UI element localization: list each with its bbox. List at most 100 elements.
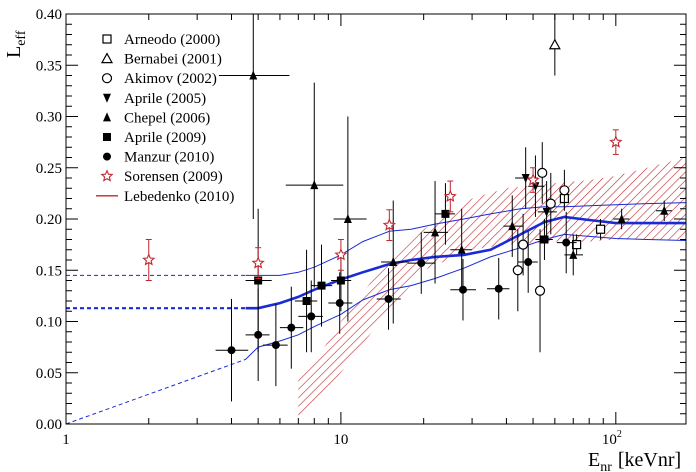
chepel-marker (389, 257, 398, 267)
data-points-layer (142, 14, 672, 402)
manzur-marker (271, 341, 280, 350)
akimov-marker (534, 285, 546, 296)
aprile-marker (542, 207, 551, 217)
manzur-point-11 (556, 211, 577, 274)
legend-label-chepel: Chepel (2006) (124, 110, 210, 126)
legend-swatch-aprile (103, 133, 111, 141)
arneodo-marker (572, 240, 582, 250)
legend-swatch-aprile (103, 93, 111, 103)
sorensen-point-5 (526, 167, 540, 193)
chepel-point-5 (450, 208, 473, 291)
akimov-point-2 (534, 229, 546, 353)
legend-label-lebedenko: Lebedenko (2010) (124, 189, 234, 205)
sorensen-point-1 (251, 247, 265, 279)
manzur-point-5 (328, 272, 353, 334)
legend-swatch-bernabei (100, 52, 114, 64)
legend-label-arneodo: Arneodo (2000) (124, 32, 220, 48)
chepel-marker (617, 214, 626, 223)
fit-lower-extrapolated (66, 358, 246, 424)
aprile-marker (441, 209, 450, 218)
manzur-marker (458, 285, 467, 294)
chepel-marker (457, 244, 466, 254)
akimov-marker (545, 198, 556, 209)
chepel-marker (249, 70, 258, 80)
sorensen-marker (334, 247, 348, 261)
manzur-point-3 (279, 286, 304, 369)
sorensen-marker (251, 256, 265, 269)
chepel-point-8 (613, 208, 630, 230)
axes-layer: 0.00 0.05 0.10 0.15 0.20 0.25 0.30 0.35 0.40 1 10 1… (36, 7, 686, 448)
x-tick-label: 1 (62, 432, 70, 448)
aprile-point-2 (311, 244, 333, 327)
manzur-point-9 (487, 257, 510, 320)
x-tick-label: 10 (333, 432, 348, 448)
manzur-point-2 (262, 304, 288, 387)
akimov-marker (518, 239, 529, 250)
y-tick-label: 0.10 (36, 315, 62, 331)
legend-swatch-akimov (101, 73, 113, 84)
sorensen-marker (609, 135, 623, 148)
legend-label-aprile: Aprile (2005) (124, 91, 206, 107)
y-tick-label: 0.05 (36, 366, 62, 382)
sorensen-marker (382, 218, 396, 231)
chepel-point-4 (423, 181, 448, 284)
aprile-point-4 (435, 183, 455, 245)
akimov-point-3 (537, 142, 548, 204)
akimov-point-1 (518, 213, 529, 276)
y-tick-label: 0.15 (36, 263, 62, 279)
manzur-marker (417, 259, 426, 268)
manzur-point-6 (376, 268, 401, 330)
legend-swatch-chepel (103, 112, 111, 122)
legend-label-aprile: Aprile (2009) (124, 130, 206, 146)
manzur-point-1 (245, 288, 270, 381)
chepel-point-7 (564, 234, 584, 276)
legend-label-sorensen: Sorensen (2009) (124, 169, 223, 185)
manzur-marker (254, 330, 263, 339)
y-tick-label: 0.20 (36, 212, 62, 228)
manzur-marker (384, 294, 393, 303)
sorensen-point-6 (609, 129, 623, 155)
chepel-point-9 (655, 200, 672, 222)
akimov-point-5 (559, 169, 570, 211)
arneodo-marker (595, 224, 606, 234)
chepel-point-3 (381, 200, 408, 324)
x-tick-exponent: 2 (617, 429, 622, 440)
manzur-marker (562, 238, 571, 247)
manzur-marker (287, 323, 296, 332)
chepel-marker (343, 214, 352, 223)
manzur-point-8 (450, 258, 476, 321)
aprile-marker (521, 174, 530, 183)
akimov-marker (559, 185, 570, 196)
aprile-marker (302, 297, 311, 305)
chepel-point-2 (333, 116, 367, 322)
aprile-marker (254, 276, 263, 285)
sorensen-point-0 (142, 239, 156, 281)
manzur-marker (307, 312, 316, 321)
sorensen-point-4 (443, 180, 457, 213)
y-tick-label: 0.40 (36, 7, 62, 23)
chepel-marker (508, 221, 517, 231)
arneodo-point-1 (595, 219, 606, 240)
chepel-marker (310, 180, 319, 190)
legend-label-manzur: Manzur (2010) (124, 150, 214, 166)
x-tick-label: 102 (602, 429, 622, 448)
legend-swatch-manzur (103, 152, 111, 161)
chepel-point-0 (218, 14, 290, 219)
legend-swatch-sorensen (100, 169, 114, 182)
bernabei-point-0 (548, 14, 561, 76)
legend-label-bernabei: Bernabei (2001) (124, 52, 222, 68)
aprile-point-2 (537, 181, 557, 243)
aprile-marker (540, 235, 549, 244)
akimov-marker (512, 265, 523, 276)
akimov-marker (537, 167, 548, 178)
legend: Arneodo (2000) Bernabei (2001) Akimov (200… (96, 32, 234, 205)
sorensen-point-2 (334, 239, 348, 271)
manzur-marker (227, 346, 236, 355)
chepel-marker (431, 227, 440, 237)
sorensen-point-3 (382, 209, 396, 242)
aprile-marker (336, 276, 345, 285)
chepel-marker (569, 249, 578, 259)
legend-swatch-arneodo (102, 34, 112, 44)
y-axis-label: Leff (3, 30, 29, 58)
